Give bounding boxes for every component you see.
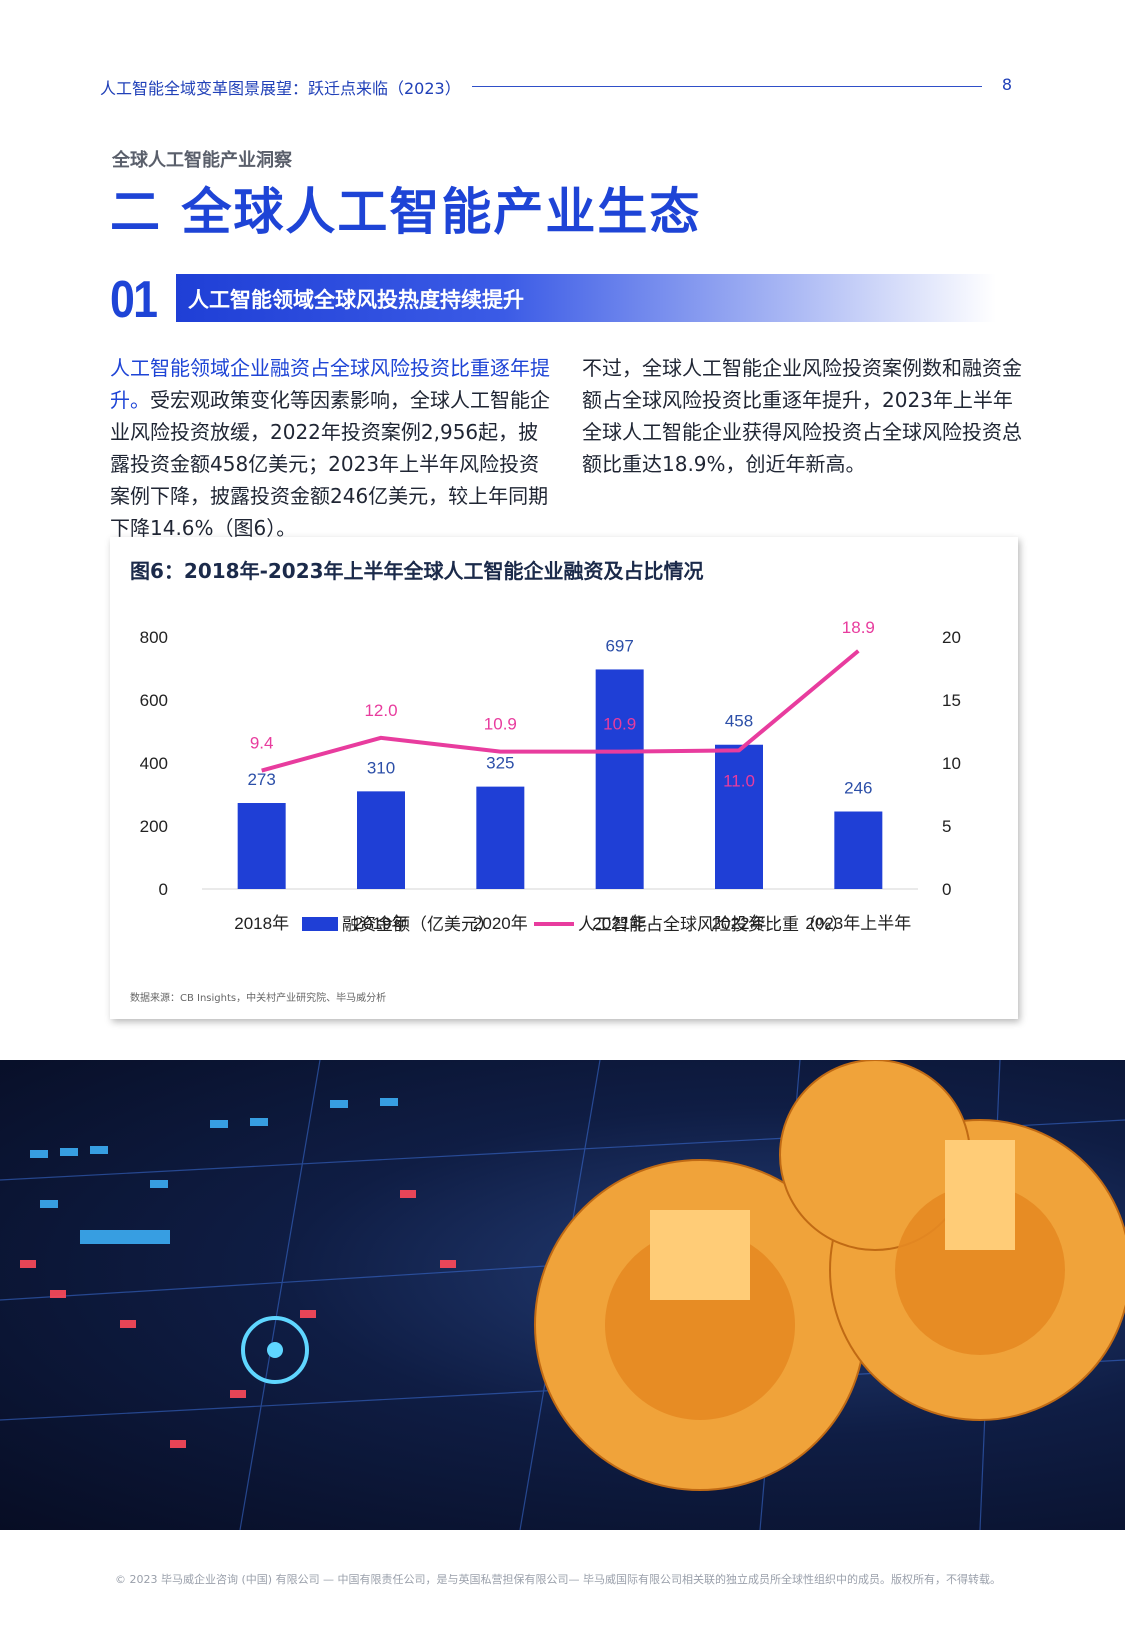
subsection-title: 人工智能领域全球风投热度持续提升 xyxy=(188,288,524,312)
bar xyxy=(595,669,644,889)
x-tick-label: 2019年 xyxy=(354,914,409,933)
body-right-text: 不过，全球人工智能企业风险投资案例数和融资金额占全球风险投资比重逐年提升，202… xyxy=(582,356,1022,476)
chart-title: 图6：2018年-2023年上半年全球人工智能企业融资及占比情况 xyxy=(130,559,704,583)
line-data-label: 10.9 xyxy=(484,715,517,734)
line-data-label: 9.4 xyxy=(250,734,274,753)
section-title: 二 全球人工智能产业生态 xyxy=(110,183,702,241)
bar-data-label: 246 xyxy=(844,779,872,798)
y-left-tick-label: 0 xyxy=(159,880,168,899)
y-left-tick-label: 200 xyxy=(140,817,168,836)
body-right-column: 不过，全球人工智能企业风险投资案例数和融资金额占全球风险投资比重逐年提升，202… xyxy=(582,352,1022,480)
body-lead-text: 人工智能领域企业融资占全球风险投资比重逐年提升。 xyxy=(110,356,550,412)
line-data-label: 12.0 xyxy=(364,701,397,720)
legend-swatch-bar xyxy=(302,917,338,931)
y-right-tick-label: 15 xyxy=(942,691,961,710)
circuit-gears-illustration xyxy=(0,1060,1125,1530)
series-line xyxy=(261,649,860,773)
body-left-column: 人工智能领域企业融资占全球风险投资比重逐年提升。受宏观政策变化等因素影响，全球人… xyxy=(110,352,550,544)
x-tick-label: 2022年 xyxy=(712,914,767,933)
bar-data-label: 273 xyxy=(247,770,275,789)
bar xyxy=(357,791,405,889)
chart-source: 数据来源：CB Insights，中关村产业研究院、毕马威分析 xyxy=(130,993,387,1004)
y-right-tick-label: 10 xyxy=(942,754,961,773)
subsection-number: 01 xyxy=(110,271,158,329)
y-left-tick-label: 400 xyxy=(140,754,168,773)
x-tick-label: 2018年 xyxy=(234,914,289,933)
bar xyxy=(715,744,763,889)
y-right-tick-label: 0 xyxy=(942,880,951,899)
header-rule xyxy=(472,86,982,87)
x-tick-label: 2020年 xyxy=(473,914,528,933)
y-left-tick-label: 800 xyxy=(140,628,168,647)
bar-data-label: 697 xyxy=(605,636,633,655)
hero-image xyxy=(0,1060,1125,1530)
bar-data-label: 325 xyxy=(486,754,514,773)
bar-data-label: 310 xyxy=(367,758,395,777)
line-data-label: 10.9 xyxy=(603,715,636,734)
line-data-label: 18.9 xyxy=(842,618,875,637)
y-right-tick-label: 5 xyxy=(942,817,951,836)
bar xyxy=(834,811,883,889)
legend-label-line: 人工智能占全球风险投资比重（%） xyxy=(578,915,848,934)
page-header: 人工智能全域变革图景展望：跃迁点来临（2023） 8 xyxy=(100,74,1012,98)
y-right-tick-label: 20 xyxy=(942,628,961,647)
page-number: 8 xyxy=(1001,75,1012,94)
chart-card: 图6：2018年-2023年上半年全球人工智能企业融资及占比情况 0 200 400… xyxy=(110,537,1018,1019)
subsection-banner: 人工智能领域全球风投热度持续提升 xyxy=(176,274,996,322)
x-tick-label: 2021年 xyxy=(592,914,647,933)
bar xyxy=(476,786,525,889)
body-left-text: 受宏观政策变化等因素影响，全球人工智能企业风险投资放缓，2022年投资案例2,9… xyxy=(110,388,550,540)
combo-chart: 0 200 400 600 800 0 5 10 15 20 2018年 2019年 2020年 2021… xyxy=(140,618,961,934)
line-data-label: 11.0 xyxy=(723,771,755,790)
y-left-tick-label: 600 xyxy=(140,691,168,710)
bar xyxy=(237,803,286,889)
report-title: 人工智能全域变革图景展望：跃迁点来临（2023） xyxy=(100,79,461,98)
section-kicker: 全球人工智能产业洞察 xyxy=(112,150,292,171)
x-tick-label: 2023年上半年 xyxy=(805,914,911,933)
bar-data-label: 458 xyxy=(725,712,753,731)
legend-label-bar: 融资金额（亿美元） xyxy=(342,915,495,934)
copyright-notice: © 2023 毕马威企业咨询 (中国) 有限公司 — 中国有限责任公司，是与英国… xyxy=(115,1573,1002,1586)
